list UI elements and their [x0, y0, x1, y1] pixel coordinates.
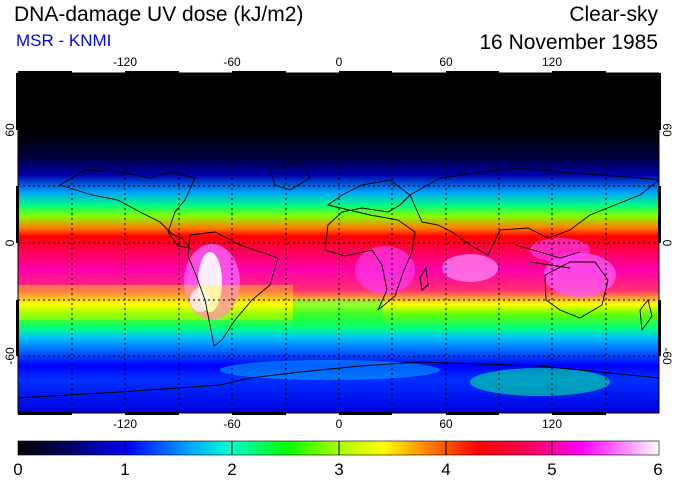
- lon-label-bottom: 60: [439, 417, 453, 431]
- colorbar-label: 0: [13, 460, 22, 479]
- lat-label-right: 60: [660, 123, 674, 137]
- colorbar-label: 2: [227, 460, 236, 479]
- colorbar-label: 6: [653, 460, 662, 479]
- colorbar-label: 4: [441, 460, 450, 479]
- source-label: MSR - KNMI: [16, 31, 112, 50]
- lon-label-bottom: 120: [542, 417, 562, 431]
- date-label: 16 November 1985: [479, 31, 658, 54]
- lon-label-top: -60: [223, 55, 241, 69]
- graticule: [18, 73, 659, 413]
- lat-label-left: 60: [3, 123, 17, 137]
- colorbar: 0 1 2 3 4 5 6: [13, 440, 663, 479]
- colorbar-ticks: [124, 441, 553, 455]
- colorbar-label: 1: [120, 460, 129, 479]
- coastlines: [18, 161, 659, 399]
- lat-label-left: -60: [3, 347, 17, 365]
- lon-label-top: 0: [336, 55, 343, 69]
- lat-label-right: 0: [660, 240, 674, 247]
- colorbar-label: 3: [334, 460, 343, 479]
- lon-label-bottom: -60: [223, 417, 241, 431]
- lat-label-right: -60: [660, 347, 674, 365]
- lon-label-bottom: 0: [336, 417, 343, 431]
- lon-label-top: 60: [439, 55, 453, 69]
- map-frame: [16, 71, 661, 415]
- lon-label-top: 120: [542, 55, 562, 69]
- colorbar-label: 5: [547, 460, 556, 479]
- lon-label-bottom: -120: [113, 417, 137, 431]
- chart-title: DNA-damage UV dose (kJ/m2): [14, 3, 304, 26]
- lat-label-left: 0: [3, 239, 17, 246]
- sky-condition-label: Clear-sky: [569, 3, 658, 26]
- lon-label-top: -120: [113, 55, 137, 69]
